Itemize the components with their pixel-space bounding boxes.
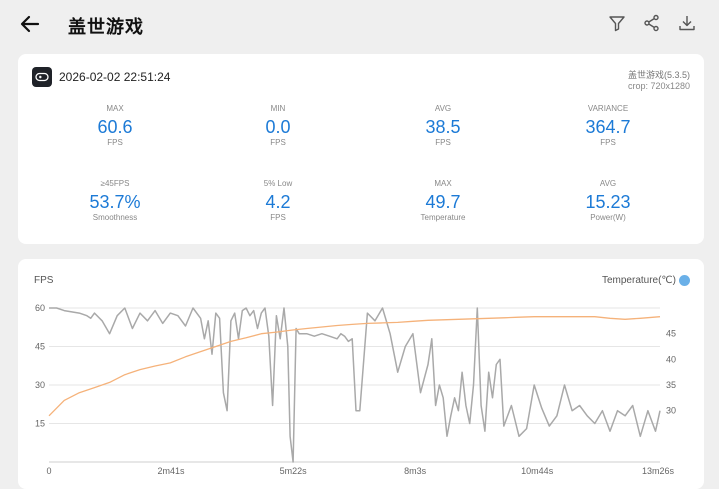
session-datetime: 2026-02-02 22:51:24 [59, 70, 171, 84]
stat-label: AVG [599, 179, 617, 188]
temperature-toggle-icon[interactable] [679, 275, 690, 286]
stat-variance: VARIANCE 364.7 FPS [528, 104, 688, 148]
y-tick-label: 15 [35, 419, 45, 429]
x-tick-label: 13m26s [642, 466, 675, 475]
stat-unit: FPS [270, 213, 286, 222]
y-tick-label: 60 [35, 303, 45, 313]
stat-unit: Smoothness [92, 213, 138, 222]
share-icon[interactable] [642, 13, 662, 33]
filter-icon[interactable] [607, 13, 627, 33]
top-app-bar: 盖世游戏 [0, 0, 719, 50]
stat-value: 0.0 [265, 117, 291, 137]
stat-min-fps: MIN 0.0 FPS [198, 104, 358, 148]
stat-unit: Temperature [420, 213, 466, 222]
y-axis-title: FPS [34, 275, 54, 286]
crop-resolution: crop: 720x1280 [627, 81, 690, 91]
stat-max-fps: MAX 60.6 FPS [35, 104, 195, 148]
stat-unit: Power(W) [590, 213, 626, 222]
y2-tick-label: 30 [666, 406, 676, 416]
stat-label: MAX [434, 179, 452, 188]
stat-value: 49.7 [425, 192, 461, 212]
stat-smoothness: ≥45FPS 53.7% Smoothness [35, 179, 195, 223]
temperature-series-line [48, 316, 661, 417]
stat-unit: FPS [600, 138, 616, 147]
y-tick-label: 30 [35, 380, 45, 390]
fps-temperature-chart: 15 30 45 60 45 40 35 30 0 2m41s 5m22s 8m3s 10m44s 13m… [35, 303, 676, 475]
app-version: 盖世游戏(5.3.5) [627, 70, 690, 80]
stat-label: 5% Low [263, 179, 293, 188]
page-title: 盖世游戏 [68, 17, 144, 37]
stat-value: 4.2 [265, 192, 291, 212]
gamepad-icon [35, 72, 49, 82]
x-tick-label: 10m44s [521, 466, 554, 475]
download-icon[interactable] [677, 13, 697, 33]
back-arrow-icon[interactable] [18, 12, 42, 36]
stat-value: 38.5 [425, 117, 461, 137]
stat-5pct-low: 5% Low 4.2 FPS [198, 179, 358, 223]
stat-unit: FPS [435, 138, 451, 147]
stat-avg-fps: AVG 38.5 FPS [363, 104, 523, 148]
stat-unit: FPS [107, 138, 123, 147]
chart-card: FPS Temperature(℃) 15 30 45 60 45 40 35 30 0 2m41… [18, 259, 704, 489]
y2-tick-label: 40 [666, 354, 676, 364]
x-tick-label: 0 [46, 466, 51, 475]
stat-avg-power: AVG 15.23 Power(W) [528, 179, 688, 223]
x-tick-label: 2m41s [158, 466, 186, 475]
y2-tick-label: 45 [666, 329, 676, 339]
stat-label: VARIANCE [587, 104, 629, 113]
y-tick-label: 45 [35, 342, 45, 352]
stat-label: AVG [434, 104, 452, 113]
stat-max-temperature: MAX 49.7 Temperature [363, 179, 523, 223]
stat-value: 53.7% [89, 192, 141, 212]
stat-value: 60.6 [97, 117, 133, 137]
y2-tick-label: 35 [666, 380, 676, 390]
stat-value: 364.7 [585, 117, 631, 137]
stat-label: ≥45FPS [100, 179, 130, 188]
fps-series-line [49, 307, 661, 463]
app-logo [32, 67, 52, 87]
stat-value: 15.23 [585, 192, 631, 212]
stat-label: MAX [106, 104, 124, 113]
stat-unit: FPS [270, 138, 286, 147]
stat-label: MIN [270, 104, 286, 113]
summary-card: 2026-02-02 22:51:24 盖世游戏(5.3.5) crop: 72… [18, 54, 704, 244]
y2-axis-title: Temperature(℃) [601, 275, 676, 286]
x-tick-label: 5m22s [280, 466, 308, 475]
x-tick-label: 8m3s [404, 466, 427, 475]
